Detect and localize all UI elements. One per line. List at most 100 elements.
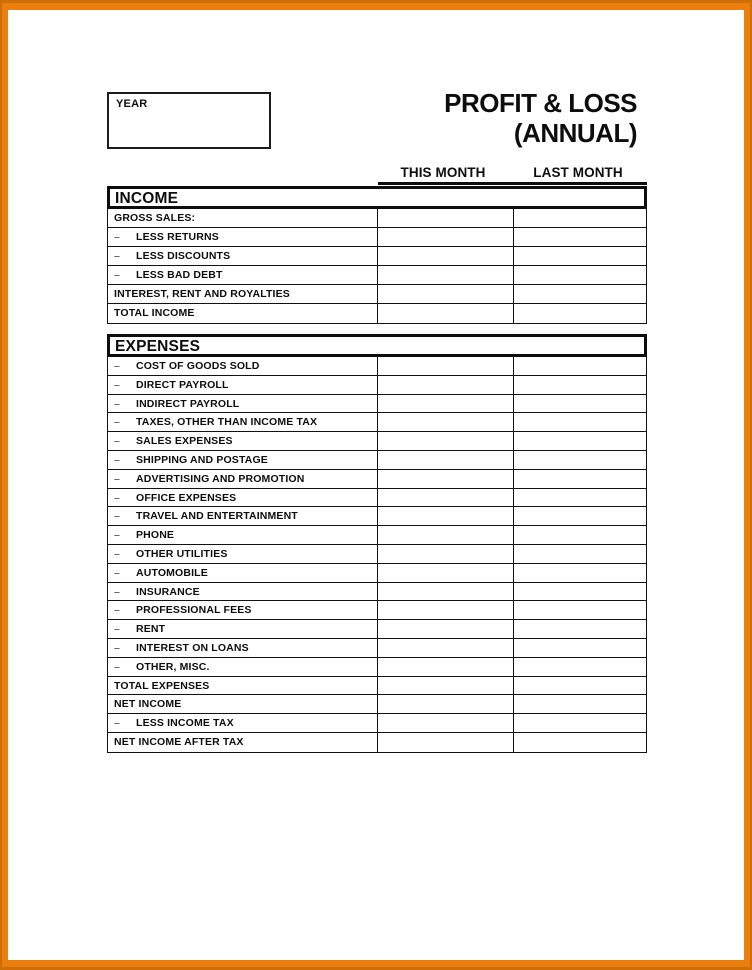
table-row: – LESS RETURNS <box>108 227 646 247</box>
dash-marker: – <box>114 378 120 391</box>
this-month-cell[interactable] <box>377 469 513 488</box>
this-month-cell[interactable] <box>377 732 513 752</box>
last-month-cell[interactable] <box>513 714 646 732</box>
table-row: GROSS SALES: <box>108 208 646 228</box>
row-label-text: PHONE <box>136 529 175 542</box>
table-row: NET INCOME <box>108 695 646 715</box>
row-label-text: COST OF GOODS SOLD <box>136 360 260 372</box>
column-header-this-month: THIS MONTH <box>400 165 486 180</box>
row-label: – INSURANCE <box>108 583 377 601</box>
row-label-text: TRAVEL AND ENTERTAINMENT <box>136 510 298 523</box>
last-month-cell[interactable] <box>513 544 646 563</box>
last-month-cell[interactable] <box>513 375 646 394</box>
row-label: – ADVERTISING AND PROMOTION <box>108 470 377 488</box>
this-month-cell[interactable] <box>377 303 513 324</box>
this-month-cell[interactable] <box>377 582 513 601</box>
this-month-cell[interactable] <box>377 265 513 284</box>
this-month-cell[interactable] <box>377 676 513 695</box>
last-month-cell[interactable] <box>513 526 646 544</box>
last-month-cell[interactable] <box>513 638 646 657</box>
row-label: TOTAL EXPENSES <box>108 677 377 695</box>
this-month-cell[interactable] <box>377 695 513 714</box>
this-month-cell[interactable] <box>377 246 513 265</box>
this-month-cell[interactable] <box>377 450 513 469</box>
dash-marker: – <box>114 453 120 466</box>
row-label: – PROFESSIONAL FEES <box>108 601 377 619</box>
this-month-cell[interactable] <box>377 488 513 507</box>
last-month-cell[interactable] <box>513 394 646 413</box>
last-month-cell[interactable] <box>513 469 646 488</box>
last-month-cell[interactable] <box>513 265 646 284</box>
row-label: – TRAVEL AND ENTERTAINMENT <box>108 507 377 525</box>
row-label-text: INTEREST, RENT AND ROYALTIES <box>114 287 290 300</box>
this-month-cell[interactable] <box>377 526 513 544</box>
dash-marker: – <box>114 547 120 560</box>
last-month-cell[interactable] <box>513 488 646 507</box>
expenses-section: EXPENSES – COST OF GOODS SOLD – DIRECT PAYR… <box>107 334 647 753</box>
last-month-cell[interactable] <box>513 413 646 432</box>
this-month-cell[interactable] <box>377 208 513 227</box>
last-month-cell[interactable] <box>513 732 646 752</box>
last-month-cell[interactable] <box>513 208 646 227</box>
this-month-cell[interactable] <box>377 394 513 413</box>
this-month-cell[interactable] <box>377 375 513 394</box>
table-row: – RENT <box>108 620 646 639</box>
this-month-cell[interactable] <box>377 620 513 638</box>
dash-marker: – <box>114 472 120 485</box>
this-month-cell[interactable] <box>377 544 513 563</box>
row-label-text: INDIRECT PAYROLL <box>136 397 240 410</box>
dash-marker: – <box>114 717 120 730</box>
last-month-cell[interactable] <box>513 284 646 303</box>
row-label: TOTAL INCOME <box>108 304 377 323</box>
last-month-cell[interactable] <box>513 507 646 526</box>
row-label-text: DIRECT PAYROLL <box>136 378 229 391</box>
dash-marker: – <box>114 641 120 654</box>
last-month-cell[interactable] <box>513 357 646 375</box>
last-month-cell[interactable] <box>513 676 646 695</box>
this-month-cell[interactable] <box>377 432 513 450</box>
row-label: – OTHER, MISC. <box>108 658 377 676</box>
this-month-cell[interactable] <box>377 714 513 732</box>
this-month-cell[interactable] <box>377 657 513 676</box>
last-month-cell[interactable] <box>513 303 646 324</box>
table-row: – SHIPPING AND POSTAGE <box>108 450 646 470</box>
this-month-cell[interactable] <box>377 601 513 620</box>
table-row: – ADVERTISING AND PROMOTION <box>108 469 646 489</box>
expenses-rows: – COST OF GOODS SOLD – DIRECT PAYROLL – INDIR… <box>107 357 647 753</box>
year-input-area[interactable] <box>111 114 267 145</box>
last-month-cell[interactable] <box>513 657 646 676</box>
last-month-cell[interactable] <box>513 582 646 601</box>
row-label: – AUTOMOBILE <box>108 564 377 582</box>
row-label: – OTHER UTILITIES <box>108 545 377 563</box>
this-month-cell[interactable] <box>377 507 513 526</box>
this-month-cell[interactable] <box>377 357 513 375</box>
table-row: – OFFICE EXPENSES <box>108 488 646 508</box>
row-label-text: LESS RETURNS <box>136 230 219 243</box>
this-month-cell[interactable] <box>377 638 513 657</box>
dash-marker: – <box>114 510 120 523</box>
table-row: – INTEREST ON LOANS <box>108 638 646 658</box>
this-month-cell[interactable] <box>377 413 513 432</box>
last-month-cell[interactable] <box>513 450 646 469</box>
last-month-cell[interactable] <box>513 227 646 246</box>
row-label-text: OTHER, MISC. <box>136 660 210 673</box>
row-label-text: SHIPPING AND POSTAGE <box>136 453 268 466</box>
last-month-cell[interactable] <box>513 601 646 620</box>
row-label-text: ADVERTISING AND PROMOTION <box>136 472 305 485</box>
last-month-cell[interactable] <box>513 563 646 582</box>
last-month-cell[interactable] <box>513 246 646 265</box>
this-month-cell[interactable] <box>377 227 513 246</box>
page-title: PROFIT & LOSS (ANNUAL) <box>444 88 637 148</box>
this-month-cell[interactable] <box>377 563 513 582</box>
row-label-text: TOTAL EXPENSES <box>114 679 210 692</box>
last-month-cell[interactable] <box>513 620 646 638</box>
last-month-cell[interactable] <box>513 695 646 714</box>
last-month-cell[interactable] <box>513 432 646 450</box>
year-box: YEAR <box>107 92 271 149</box>
row-label: – DIRECT PAYROLL <box>108 376 377 394</box>
row-label-text: PROFESSIONAL FEES <box>136 604 252 617</box>
this-month-cell[interactable] <box>377 284 513 303</box>
dash-marker: – <box>114 435 120 448</box>
row-label-text: LESS INCOME TAX <box>136 717 234 730</box>
row-label-text: OTHER UTILITIES <box>136 547 228 560</box>
